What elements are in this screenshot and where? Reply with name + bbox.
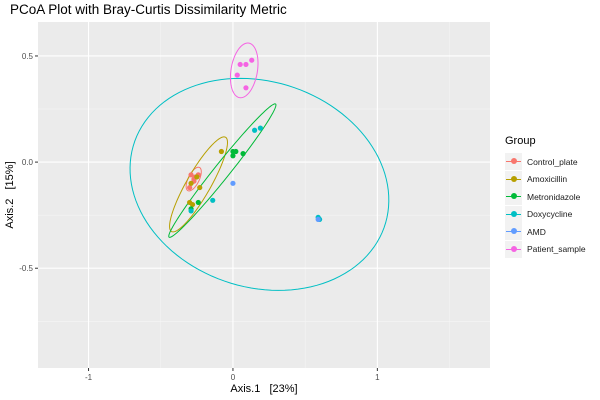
legend-item-amd: AMD [505, 223, 597, 241]
y-axis-label: Axis.2 [15%] [4, 161, 16, 228]
point-amoxicillin [188, 180, 194, 186]
y-tick-label: -0.5 [19, 264, 33, 273]
legend-key-dot [511, 228, 517, 235]
scatter-points [187, 57, 323, 223]
legend-key-dot [511, 193, 517, 200]
legend-key-dot [511, 210, 517, 217]
legend-key [505, 170, 522, 188]
x-tick-label: 0 [231, 373, 236, 382]
legend-key [505, 205, 522, 223]
x-tick-label: 1 [375, 373, 380, 382]
plot-panel [38, 22, 490, 368]
ellipse-metronidazole [168, 103, 277, 238]
point-amoxicillin [194, 174, 200, 180]
point-amd [315, 216, 321, 223]
legend-label: Amoxicillin [527, 174, 568, 185]
y-tick-label: 0.5 [22, 52, 34, 61]
point-amoxicillin [197, 184, 203, 191]
legend-item-amoxicillin: Amoxicillin [505, 170, 597, 189]
legend-key [505, 153, 522, 171]
legend-item-metronidazole: Metronidazole [505, 188, 597, 206]
legend-key-dot [511, 245, 517, 252]
axes: -1 0 1 -0.5 0.0 0.5 Axis.1 [23%] Axis.2 [15%] [4, 52, 380, 395]
point-metronidazole [240, 151, 246, 157]
legend-key-dot [511, 158, 517, 165]
point-patient-sample [249, 57, 255, 63]
legend-label: Control_plate [527, 156, 578, 167]
legend-label: Patient_sample [527, 244, 586, 255]
point-doxycycline [210, 197, 216, 203]
legend-items: Control_plate Amoxicillin Metronidazole Dox… [505, 153, 597, 258]
point-control-plate [188, 172, 194, 178]
chart-title: PCoA Plot with Bray-Curtis Dissimilarity… [10, 2, 287, 17]
point-patient-sample [237, 61, 243, 68]
legend-item-control-plate: Control_plate [505, 153, 597, 171]
legend-key [505, 223, 522, 241]
y-tick-label: 0.0 [22, 158, 34, 167]
point-metronidazole [233, 148, 239, 155]
x-axis-label: Axis.1 [23%] [230, 383, 297, 395]
panel-background [38, 22, 490, 368]
legend-item-patient-sample: Patient_sample [505, 240, 597, 259]
legend-key [505, 240, 522, 258]
point-doxycycline [252, 127, 258, 133]
point-amoxicillin [218, 148, 224, 155]
legend-label: Metronidazole [527, 191, 581, 202]
point-patient-sample [243, 61, 249, 68]
legend: Group Control_plate Amoxicillin Metronidaz… [505, 135, 597, 258]
point-patient-sample [234, 72, 240, 78]
legend-label: AMD [527, 226, 546, 237]
point-amoxicillin [189, 201, 196, 208]
ellipse-doxycycline [129, 77, 390, 291]
point-patient-sample [243, 85, 249, 91]
point-doxycycline [188, 208, 194, 214]
point-amd [230, 180, 236, 186]
legend-item-doxycycline: Doxycycline [505, 205, 597, 224]
point-metronidazole [195, 199, 201, 206]
point-metronidazole [230, 153, 236, 159]
legend-title: Group [505, 135, 536, 147]
point-control-plate [187, 184, 193, 191]
point-doxycycline [257, 125, 263, 131]
confidence-ellipses [129, 42, 390, 291]
ellipse-patient-sample [229, 42, 259, 99]
legend-label: Doxycycline [527, 209, 573, 220]
legend-key-dot [511, 175, 517, 182]
x-tick-label: -1 [85, 373, 93, 382]
legend-key [505, 188, 522, 206]
